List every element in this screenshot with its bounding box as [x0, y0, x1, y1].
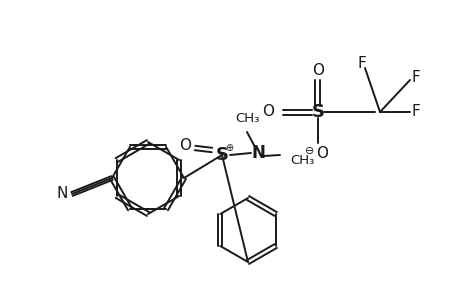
Text: N: N [251, 144, 264, 162]
Text: F: F [411, 104, 420, 119]
Text: S: S [215, 146, 228, 164]
Text: CH₃: CH₃ [289, 154, 313, 166]
Text: ⊖: ⊖ [305, 146, 314, 156]
Text: F: F [357, 56, 365, 70]
Text: S: S [311, 103, 324, 121]
Text: N: N [56, 187, 67, 202]
Text: O: O [311, 62, 323, 77]
Text: O: O [315, 146, 327, 160]
Text: ⊕: ⊕ [224, 143, 233, 153]
Text: CH₃: CH₃ [234, 112, 258, 125]
Text: F: F [411, 70, 420, 85]
Text: O: O [179, 139, 190, 154]
Text: O: O [262, 104, 274, 119]
